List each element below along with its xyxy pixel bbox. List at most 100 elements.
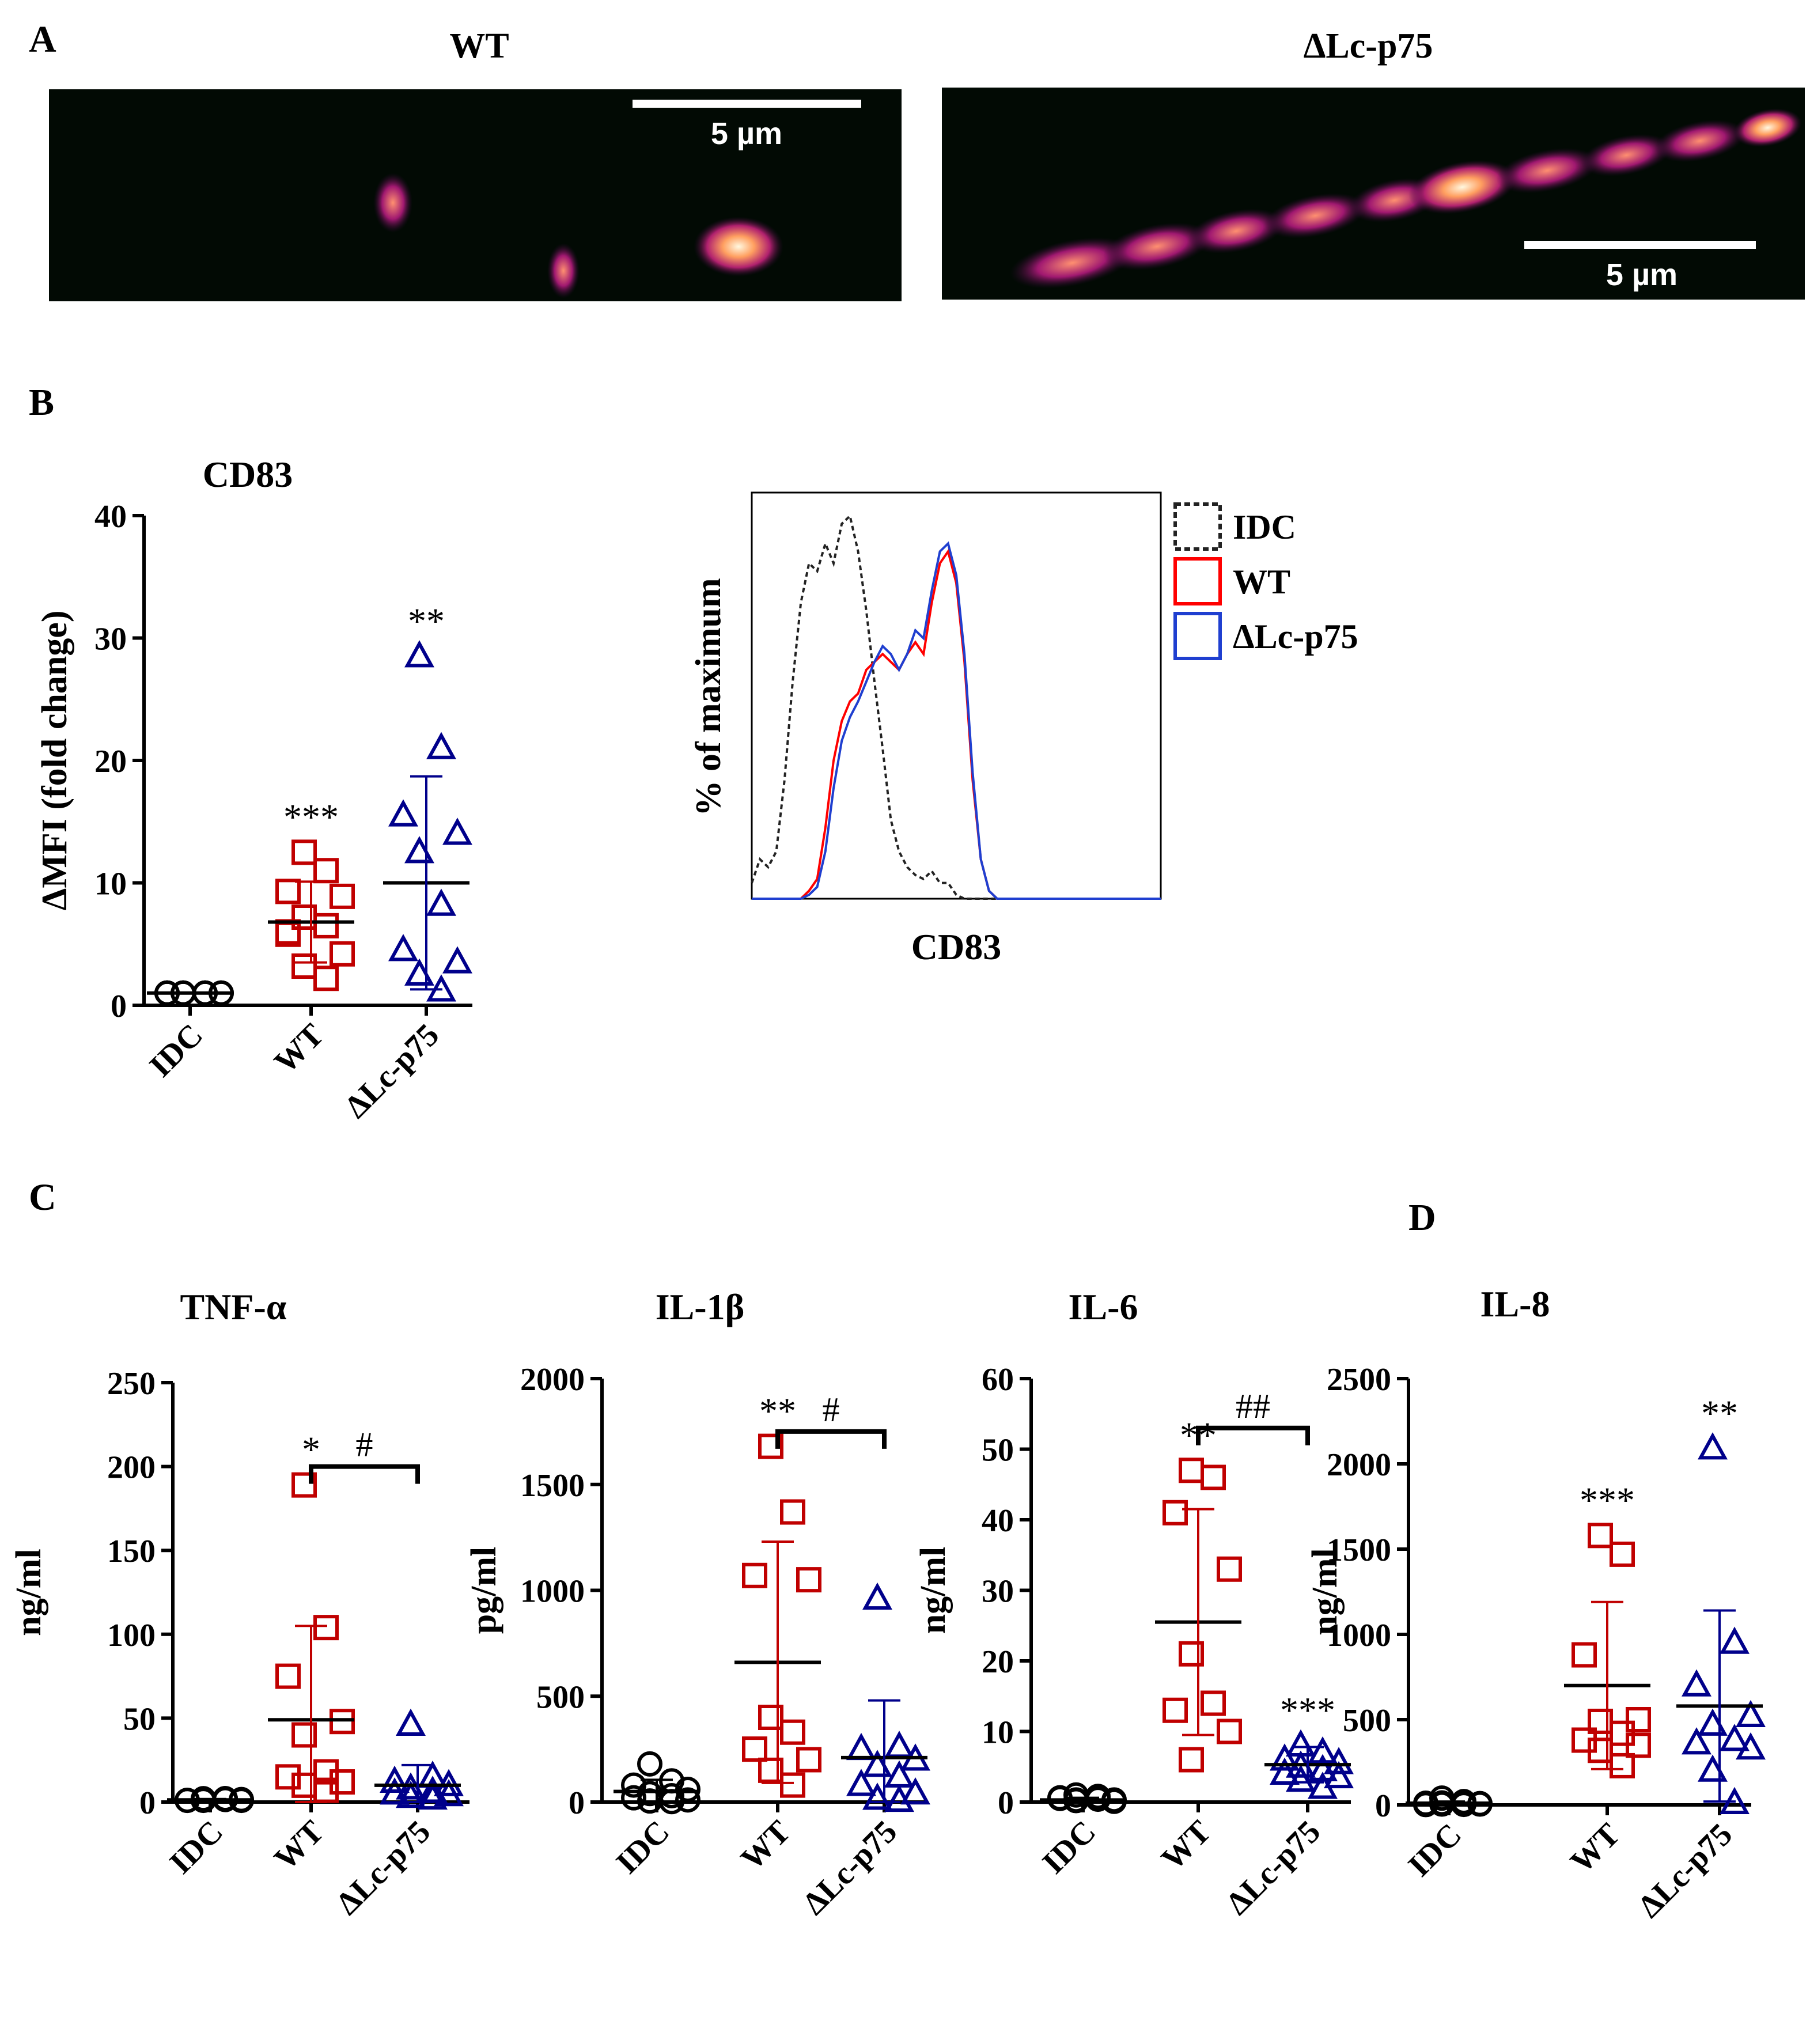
data-point-triangle bbox=[380, 1777, 410, 1805]
data-point-circle bbox=[675, 1776, 700, 1802]
data-point-square bbox=[275, 879, 301, 904]
data-point-triangle bbox=[426, 732, 456, 759]
data-point-square bbox=[1179, 1747, 1204, 1773]
significance-label: ** bbox=[1701, 1392, 1738, 1433]
data-point-triangle bbox=[1324, 1747, 1354, 1774]
y-axis-label: ΔMFI (fold change) bbox=[35, 610, 74, 910]
y-tick-label: 200 bbox=[107, 1450, 156, 1486]
y-tick-label: 40 bbox=[982, 1503, 1014, 1539]
y-tick-label: 500 bbox=[1343, 1703, 1391, 1739]
data-point-square bbox=[291, 1472, 317, 1498]
y-tick-label: 1000 bbox=[520, 1574, 585, 1610]
data-point-triangle bbox=[388, 934, 418, 962]
data-point-square bbox=[313, 858, 339, 884]
data-point-triangle bbox=[1682, 1669, 1711, 1697]
y-tick-label: 2000 bbox=[1327, 1447, 1391, 1483]
y-tick-label: 0 bbox=[139, 1785, 156, 1821]
x-tick-label: WT bbox=[1154, 1814, 1218, 1877]
y-tick-label: 30 bbox=[982, 1574, 1014, 1610]
data-point-triangle bbox=[442, 817, 472, 845]
microscopy-wt-title: WT bbox=[449, 27, 509, 66]
y-tick-label: 40 bbox=[94, 499, 127, 535]
data-point-triangle bbox=[862, 1582, 892, 1610]
y-tick-label: 150 bbox=[107, 1534, 156, 1569]
y-tick-label: 10 bbox=[982, 1715, 1014, 1751]
data-point-square bbox=[1626, 1732, 1651, 1758]
data-point-square bbox=[1610, 1752, 1635, 1778]
data-point-square bbox=[758, 1705, 783, 1730]
data-point-triangle bbox=[1270, 1743, 1300, 1771]
data-point-square bbox=[1201, 1464, 1226, 1490]
data-point-square bbox=[1163, 1500, 1188, 1526]
data-point-square bbox=[780, 1772, 805, 1798]
data-point-triangle bbox=[1736, 1732, 1766, 1760]
y-tick-label: 250 bbox=[107, 1366, 156, 1402]
data-point-square bbox=[1572, 1642, 1597, 1668]
comparison-bracket bbox=[775, 1429, 887, 1449]
legend-label: WT bbox=[1233, 563, 1290, 601]
data-point-square bbox=[780, 1499, 805, 1525]
data-point-square bbox=[291, 1722, 317, 1748]
data-point-square bbox=[796, 1747, 821, 1773]
histogram-wt-line bbox=[752, 548, 1161, 900]
chart-title: CD83 bbox=[203, 454, 293, 495]
scale-bar-label: 5 µm bbox=[1606, 258, 1678, 292]
y-axis-label: % of maximum bbox=[689, 578, 728, 816]
x-tick-label: ΔLc-p75 bbox=[1631, 1816, 1739, 1924]
data-point-triangle bbox=[1720, 1724, 1750, 1751]
chart-cd83: CD83 0 10 20 30 40 ΔMFI (fold change) IDC WT ΔLc-… bbox=[35, 454, 472, 1125]
microscopy-lc-title: ΔLc-p75 bbox=[1304, 27, 1433, 66]
y-tick-label: 50 bbox=[123, 1701, 156, 1737]
data-point-square bbox=[742, 1562, 767, 1588]
data-point-square bbox=[780, 1719, 805, 1745]
y-tick-label: 0 bbox=[1375, 1788, 1391, 1824]
x-tick-label: WT bbox=[267, 1814, 331, 1877]
panel-letter-c: C bbox=[29, 1176, 56, 1218]
x-axis-label: CD83 bbox=[911, 926, 1001, 967]
data-point-triangle bbox=[1698, 1432, 1728, 1460]
x-tick-label: IDC bbox=[143, 1017, 210, 1084]
data-point-square bbox=[1179, 1641, 1204, 1667]
data-point-triangle bbox=[418, 1782, 448, 1810]
y-tick-label: 500 bbox=[536, 1679, 585, 1715]
y-axis-label: ng/ml bbox=[1305, 1548, 1345, 1636]
comparison-label: # bbox=[823, 1391, 840, 1429]
y-tick-label: 20 bbox=[94, 744, 127, 779]
legend-swatch bbox=[1173, 557, 1222, 605]
y-tick-label: 0 bbox=[998, 1785, 1014, 1821]
chart-cd83-histogram: CD83 % of maximum IDC WT ΔLc-p75 bbox=[689, 491, 1358, 967]
x-tick-label: IDC bbox=[1036, 1814, 1103, 1880]
data-point-triangle bbox=[1308, 1754, 1338, 1781]
significance-label: * bbox=[302, 1429, 320, 1470]
data-point-square bbox=[1163, 1697, 1188, 1723]
y-tick-label: 20 bbox=[982, 1644, 1014, 1680]
x-tick-label: WT bbox=[267, 1017, 331, 1080]
data-point-square bbox=[758, 1433, 783, 1459]
data-point-triangle bbox=[434, 1779, 464, 1807]
x-tick-label: IDC bbox=[163, 1814, 230, 1880]
data-point-triangle bbox=[900, 1777, 930, 1805]
data-point-square bbox=[330, 1769, 355, 1795]
y-axis-label: ng/ml bbox=[914, 1547, 953, 1634]
y-tick-label: 0 bbox=[111, 989, 127, 1024]
y-tick-label: 10 bbox=[94, 866, 127, 902]
data-point-square bbox=[1179, 1458, 1204, 1483]
y-tick-label: 2500 bbox=[1327, 1362, 1391, 1398]
data-point-square bbox=[742, 1736, 767, 1762]
data-point-triangle bbox=[1720, 1626, 1750, 1654]
data-point-circle bbox=[621, 1785, 646, 1811]
y-tick-label: 1500 bbox=[520, 1468, 585, 1504]
significance-label: *** bbox=[1580, 1479, 1635, 1520]
data-point-triangle bbox=[404, 640, 434, 668]
bacterium bbox=[547, 243, 580, 298]
data-point-triangle bbox=[426, 888, 456, 916]
data-point-triangle bbox=[380, 1765, 410, 1793]
data-point-circle bbox=[675, 1787, 700, 1813]
comparison-label: # bbox=[356, 1426, 373, 1464]
bacterium bbox=[694, 217, 783, 277]
data-point-square bbox=[1217, 1556, 1242, 1582]
chart-title: IL-6 bbox=[1069, 1286, 1138, 1327]
